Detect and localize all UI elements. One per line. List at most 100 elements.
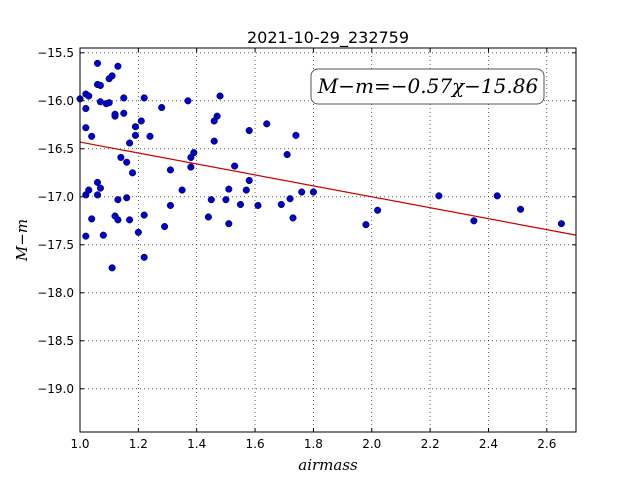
y-tick-label: −18.0 <box>37 286 74 300</box>
data-point <box>134 228 142 236</box>
data-point <box>374 206 382 214</box>
data-point <box>93 59 102 67</box>
data-point <box>263 120 271 128</box>
data-point <box>493 192 501 200</box>
data-point <box>166 166 174 174</box>
data-point <box>82 232 90 240</box>
data-point <box>225 185 233 193</box>
data-point <box>161 223 169 231</box>
fit-line-layer <box>79 141 577 236</box>
data-point <box>85 92 93 100</box>
data-point <box>99 231 107 239</box>
grid-lines <box>79 48 576 432</box>
data-point <box>557 220 565 228</box>
y-tick-label: −17.0 <box>37 190 74 204</box>
data-point <box>140 211 148 219</box>
data-point <box>111 112 119 120</box>
data-point <box>309 188 317 196</box>
data-point <box>131 131 139 139</box>
x-axis-label: airmass <box>298 456 358 474</box>
data-point <box>120 94 128 102</box>
data-point <box>82 124 90 132</box>
data-point <box>85 186 93 194</box>
data-points <box>76 59 565 272</box>
data-point <box>96 184 104 192</box>
x-tick-labels: 1.0 1.2 1.4 1.6 1.8 2.0 2.2 2.4 2.6 <box>70 437 556 451</box>
data-point <box>470 217 478 225</box>
annotation-text: M−m=−0.57χ−15.86 <box>317 74 539 98</box>
data-point <box>105 99 113 107</box>
x-tick-label: 1.6 <box>246 437 265 451</box>
y-axis-label: M−m <box>13 219 31 262</box>
x-tick-label: 2.6 <box>537 437 556 451</box>
data-point <box>114 196 122 204</box>
data-point <box>245 127 253 135</box>
data-point <box>204 213 212 221</box>
x-tick-label: 1.4 <box>187 437 206 451</box>
data-point <box>93 178 102 186</box>
data-point <box>289 214 297 222</box>
data-point <box>120 109 128 117</box>
y-tick-label: −19.0 <box>37 382 74 396</box>
data-point <box>126 139 134 147</box>
y-tick-label: −17.5 <box>37 238 74 252</box>
y-tick-label: −16.5 <box>37 142 74 156</box>
data-point <box>216 92 224 100</box>
data-point <box>114 216 122 224</box>
data-point <box>286 195 294 203</box>
data-point <box>123 158 131 166</box>
chart-title: 2021-10-29_232759 <box>247 28 409 48</box>
data-point <box>207 196 215 204</box>
data-point <box>292 131 300 139</box>
data-point <box>283 151 291 159</box>
data-point <box>108 264 116 272</box>
data-point <box>140 94 148 102</box>
data-point <box>126 216 134 224</box>
data-point <box>242 186 250 194</box>
axis-ticks <box>79 48 576 432</box>
x-tick-label: 1.8 <box>304 437 323 451</box>
x-tick-label: 2.2 <box>421 437 440 451</box>
data-point <box>88 215 96 223</box>
data-point <box>93 191 102 199</box>
data-point <box>517 205 525 213</box>
data-point <box>178 186 186 194</box>
x-tick-label: 1.0 <box>70 437 89 451</box>
data-point <box>114 62 122 70</box>
data-point <box>137 117 145 125</box>
data-point <box>131 123 139 131</box>
y-tick-label: −16.0 <box>37 94 74 108</box>
data-point <box>210 137 218 145</box>
fit-annotation: M−m=−0.57χ−15.86 <box>310 68 545 105</box>
data-point <box>82 104 90 113</box>
data-point <box>298 188 306 196</box>
data-point <box>128 169 137 177</box>
data-point <box>222 196 230 204</box>
data-point <box>140 253 148 261</box>
y-tick-label: −15.5 <box>37 46 74 60</box>
data-point <box>158 103 166 112</box>
data-point <box>231 162 239 170</box>
data-point <box>245 176 253 185</box>
annotation-box <box>310 68 545 105</box>
data-point <box>146 132 154 140</box>
y-tick-labels: −15.5 −16.0 −16.5 −17.0 −17.5 −18.0 −18.5 −19.0 <box>37 46 74 396</box>
data-point <box>123 194 131 202</box>
data-point <box>277 200 285 209</box>
fit-line <box>79 141 577 236</box>
data-point <box>108 72 116 80</box>
data-point <box>190 149 198 157</box>
x-tick-label: 2.4 <box>479 437 498 451</box>
data-point <box>117 153 125 161</box>
data-point <box>213 112 221 120</box>
x-tick-label: 1.2 <box>129 437 148 451</box>
x-tick-label: 2.0 <box>362 437 381 451</box>
data-point <box>254 201 262 209</box>
data-point <box>96 81 104 89</box>
data-point <box>362 221 370 229</box>
y-tick-label: −18.5 <box>37 334 74 348</box>
data-point <box>225 220 233 228</box>
data-point <box>166 201 174 209</box>
plot-area-frame <box>79 47 577 433</box>
